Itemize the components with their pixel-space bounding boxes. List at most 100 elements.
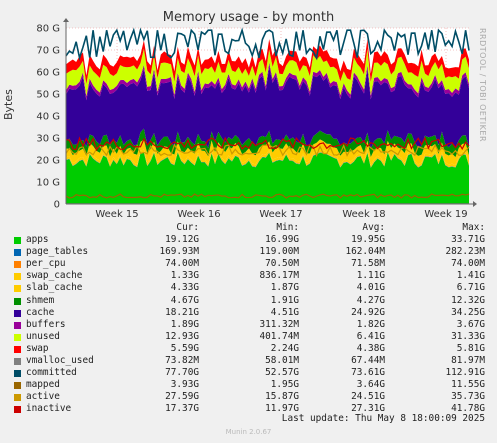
memory-usage-chart: 0 10 G 20 G 30 G 40 G 50 G 60 G 70 G 80 G Week 15…: [36, 18, 477, 220]
legend-swatch: [14, 406, 21, 414]
legend-name: swap_cache: [26, 270, 83, 282]
legend-min: 16.99G: [265, 234, 299, 246]
x-tick-label: Week 19: [424, 209, 467, 220]
y-tick-label: 50 G: [36, 90, 60, 101]
area-swap: [66, 39, 469, 85]
munin-version: Munin 2.0.67: [225, 428, 272, 436]
legend-swatch: [14, 237, 21, 245]
legend-name: swap: [26, 342, 49, 354]
legend-min: 11.97G: [265, 403, 299, 415]
legend-cur: 17.37G: [165, 403, 199, 415]
legend-swatch: [14, 382, 21, 390]
area-page_tables: [66, 152, 469, 168]
x-tick-label: Week 18: [342, 209, 385, 220]
legend-name: active: [26, 391, 60, 403]
legend-swatch: [14, 333, 21, 341]
legend-name: committed: [26, 367, 77, 379]
legend-max: 41.78G: [451, 403, 485, 415]
legend-max: 282.23M: [445, 246, 485, 258]
x-tick-label: Week 17: [259, 209, 302, 220]
header-max: Max:: [462, 222, 485, 233]
legend-cur: 4.33G: [170, 282, 199, 294]
legend-max: 12.32G: [451, 294, 485, 306]
legend-name: unused: [26, 330, 60, 342]
legend-min: 52.57G: [265, 367, 299, 379]
legend-cur: 77.70G: [165, 367, 199, 379]
legend-min: 2.24G: [270, 342, 299, 354]
area-unused: [66, 48, 469, 97]
legend-cur: 18.21G: [165, 306, 199, 318]
last-update: Last update: Thu May 8 18:00:09 2025: [281, 413, 485, 424]
legend-name: apps: [26, 234, 49, 246]
legend-cur: 74.00M: [165, 258, 199, 270]
legend-row-active: active 27.59G 15.87G 24.51G 35.73G: [0, 391, 497, 403]
legend-avg: 27.31G: [351, 403, 385, 415]
legend-max: 33.71G: [451, 234, 485, 246]
legend-row-inactive: inactive 17.37G 11.97G 27.31G 41.78G: [0, 403, 497, 415]
legend-max: 34.25G: [451, 306, 485, 318]
legend-min: 401.74M: [259, 330, 299, 342]
y-tick-label: 40 G: [36, 112, 60, 123]
area-buffers: [66, 62, 469, 101]
legend: Cur: Min: Avg: Max: apps 19.12G 16.99G 19.9…: [0, 222, 497, 416]
legend-swatch: [14, 297, 21, 305]
legend-avg: 73.61G: [351, 367, 385, 379]
legend-row-swap_cache: swap_cache 1.33G 836.17M 1.11G 1.41G: [0, 270, 497, 282]
legend-row-shmem: shmem 4.67G 1.91G 4.27G 12.32G: [0, 295, 497, 307]
legend-name: per_cpu: [26, 258, 66, 270]
x-tick-label: Week 16: [177, 209, 220, 220]
area-apps: [66, 152, 469, 204]
legend-cur: 27.59G: [165, 391, 199, 403]
legend-row-buffers: buffers 1.89G 311.32M 1.82G 3.67G: [0, 319, 497, 331]
legend-avg: 3.64G: [356, 379, 385, 391]
legend-row-per_cpu: per_cpu 74.00M 70.50M 71.58M 74.00M: [0, 258, 497, 270]
legend-cur: 12.93G: [165, 330, 199, 342]
legend-row-vmalloc_used: vmalloc_used 73.82M 58.01M 67.44M 81.97M: [0, 355, 497, 367]
y-tick-label: 0: [54, 200, 60, 211]
y-tick-label: 60 G: [36, 68, 60, 79]
y-tick-label: 20 G: [36, 156, 60, 167]
legend-min: 4.51G: [270, 306, 299, 318]
legend-avg: 19.95G: [351, 234, 385, 246]
legend-avg: 4.27G: [356, 294, 385, 306]
legend-swatch: [14, 273, 21, 281]
legend-max: 6.71G: [456, 282, 485, 294]
legend-cur: 3.93G: [170, 379, 199, 391]
legend-swatch: [14, 249, 21, 257]
area-per_cpu: [66, 151, 469, 168]
legend-avg: 24.92G: [351, 306, 385, 318]
legend-avg: 162.04M: [345, 246, 385, 258]
legend-name: shmem: [26, 294, 55, 306]
legend-swatch: [14, 394, 21, 402]
legend-max: 81.97M: [451, 355, 485, 367]
legend-row-cache: cache 18.21G 4.51G 24.92G 34.25G: [0, 307, 497, 319]
legend-row-apps: apps 19.12G 16.99G 19.95G 33.71G: [0, 234, 497, 246]
legend-max: 112.91G: [445, 367, 485, 379]
legend-max: 35.73G: [451, 391, 485, 403]
legend-row-mapped: mapped 3.93G 1.95G 3.64G 11.55G: [0, 379, 497, 391]
legend-cur: 1.33G: [170, 270, 199, 282]
legend-avg: 71.58M: [351, 258, 385, 270]
legend-cur: 169.93M: [159, 246, 199, 258]
legend-cur: 5.59G: [170, 342, 199, 354]
legend-max: 5.81G: [456, 342, 485, 354]
legend-avg: 6.41G: [356, 330, 385, 342]
chart-title: Memory usage - by month: [162, 10, 335, 25]
legend-swatch: [14, 370, 21, 378]
y-tick-label: 80 G: [36, 24, 60, 35]
legend-row-page_tables: page_tables 169.93M 119.00M 162.04M 282.23M: [0, 246, 497, 258]
legend-name: inactive: [26, 403, 72, 415]
legend-cur: 1.89G: [170, 318, 199, 330]
stacked-areas: [66, 39, 469, 204]
legend-min: 311.32M: [259, 318, 299, 330]
legend-max: 3.67G: [456, 318, 485, 330]
legend-min: 1.87G: [270, 282, 299, 294]
legend-swatch: [14, 285, 21, 293]
legend-row-slab_cache: slab_cache 4.33G 1.87G 4.01G 6.71G: [0, 282, 497, 294]
y-tick-label: 30 G: [36, 134, 60, 145]
legend-max: 74.00M: [451, 258, 485, 270]
legend-name: page_tables: [26, 246, 89, 258]
legend-cur: 19.12G: [165, 234, 199, 246]
legend-min: 836.17M: [259, 270, 299, 282]
legend-row-unused: unused 12.93G 401.74M 6.41G 31.33G: [0, 331, 497, 343]
